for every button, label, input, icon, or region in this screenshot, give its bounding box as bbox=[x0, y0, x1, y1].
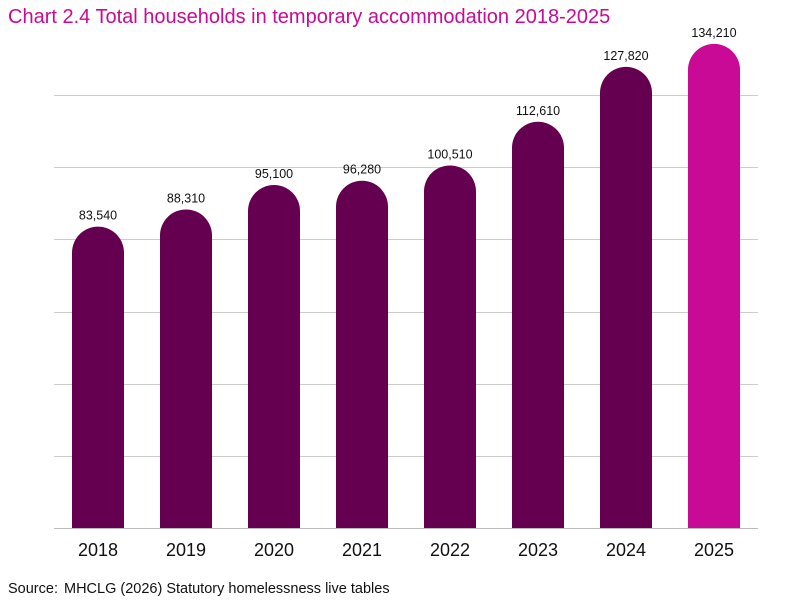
bar-2018 bbox=[72, 226, 124, 528]
source-text: MHCLG (2026) Statutory homelessness live… bbox=[63, 581, 390, 597]
bar-2019 bbox=[160, 209, 212, 528]
x-tick-2024: 2024 bbox=[606, 540, 646, 560]
source-note: Source: MHCLG (2026) Statutory homelessne… bbox=[8, 581, 390, 597]
data-label-2025: 134,210 bbox=[691, 26, 736, 40]
x-tick-2022: 2022 bbox=[430, 540, 470, 560]
x-tick-2025: 2025 bbox=[694, 540, 734, 560]
data-label-2024: 127,820 bbox=[603, 49, 648, 63]
bar-2020 bbox=[248, 184, 300, 529]
gridlines bbox=[54, 95, 758, 529]
chart-title: Chart 2.4 Total households in temporary … bbox=[8, 6, 611, 28]
x-tick-2019: 2019 bbox=[166, 540, 206, 560]
data-labels: 83,540 88,310 95,100 96,280 100,510 112,610 12… bbox=[79, 26, 737, 223]
source-label: Source: bbox=[8, 581, 58, 597]
data-label-2021: 96,280 bbox=[343, 163, 381, 177]
x-tick-2018: 2018 bbox=[78, 540, 118, 560]
x-tick-2021: 2021 bbox=[342, 540, 382, 560]
x-tick-2023: 2023 bbox=[518, 540, 558, 560]
bar-2021 bbox=[336, 180, 388, 529]
data-label-2018: 83,540 bbox=[79, 209, 117, 223]
bar-chart: 83,540 88,310 95,100 96,280 100,510 112,610 12… bbox=[54, 26, 758, 560]
bar-2023 bbox=[512, 121, 564, 528]
data-label-2023: 112,610 bbox=[516, 104, 560, 118]
bar-2024 bbox=[600, 66, 652, 528]
data-label-2019: 88,310 bbox=[167, 191, 205, 205]
bar-2022 bbox=[424, 165, 476, 528]
bar-2025 bbox=[688, 43, 740, 528]
x-axis-tick-labels: 2018 2019 2020 2021 2022 2023 2024 2025 bbox=[78, 540, 734, 560]
data-label-2022: 100,510 bbox=[427, 147, 472, 161]
x-tick-2020: 2020 bbox=[254, 540, 294, 560]
bars bbox=[72, 43, 740, 529]
data-label-2020: 95,100 bbox=[255, 167, 293, 181]
